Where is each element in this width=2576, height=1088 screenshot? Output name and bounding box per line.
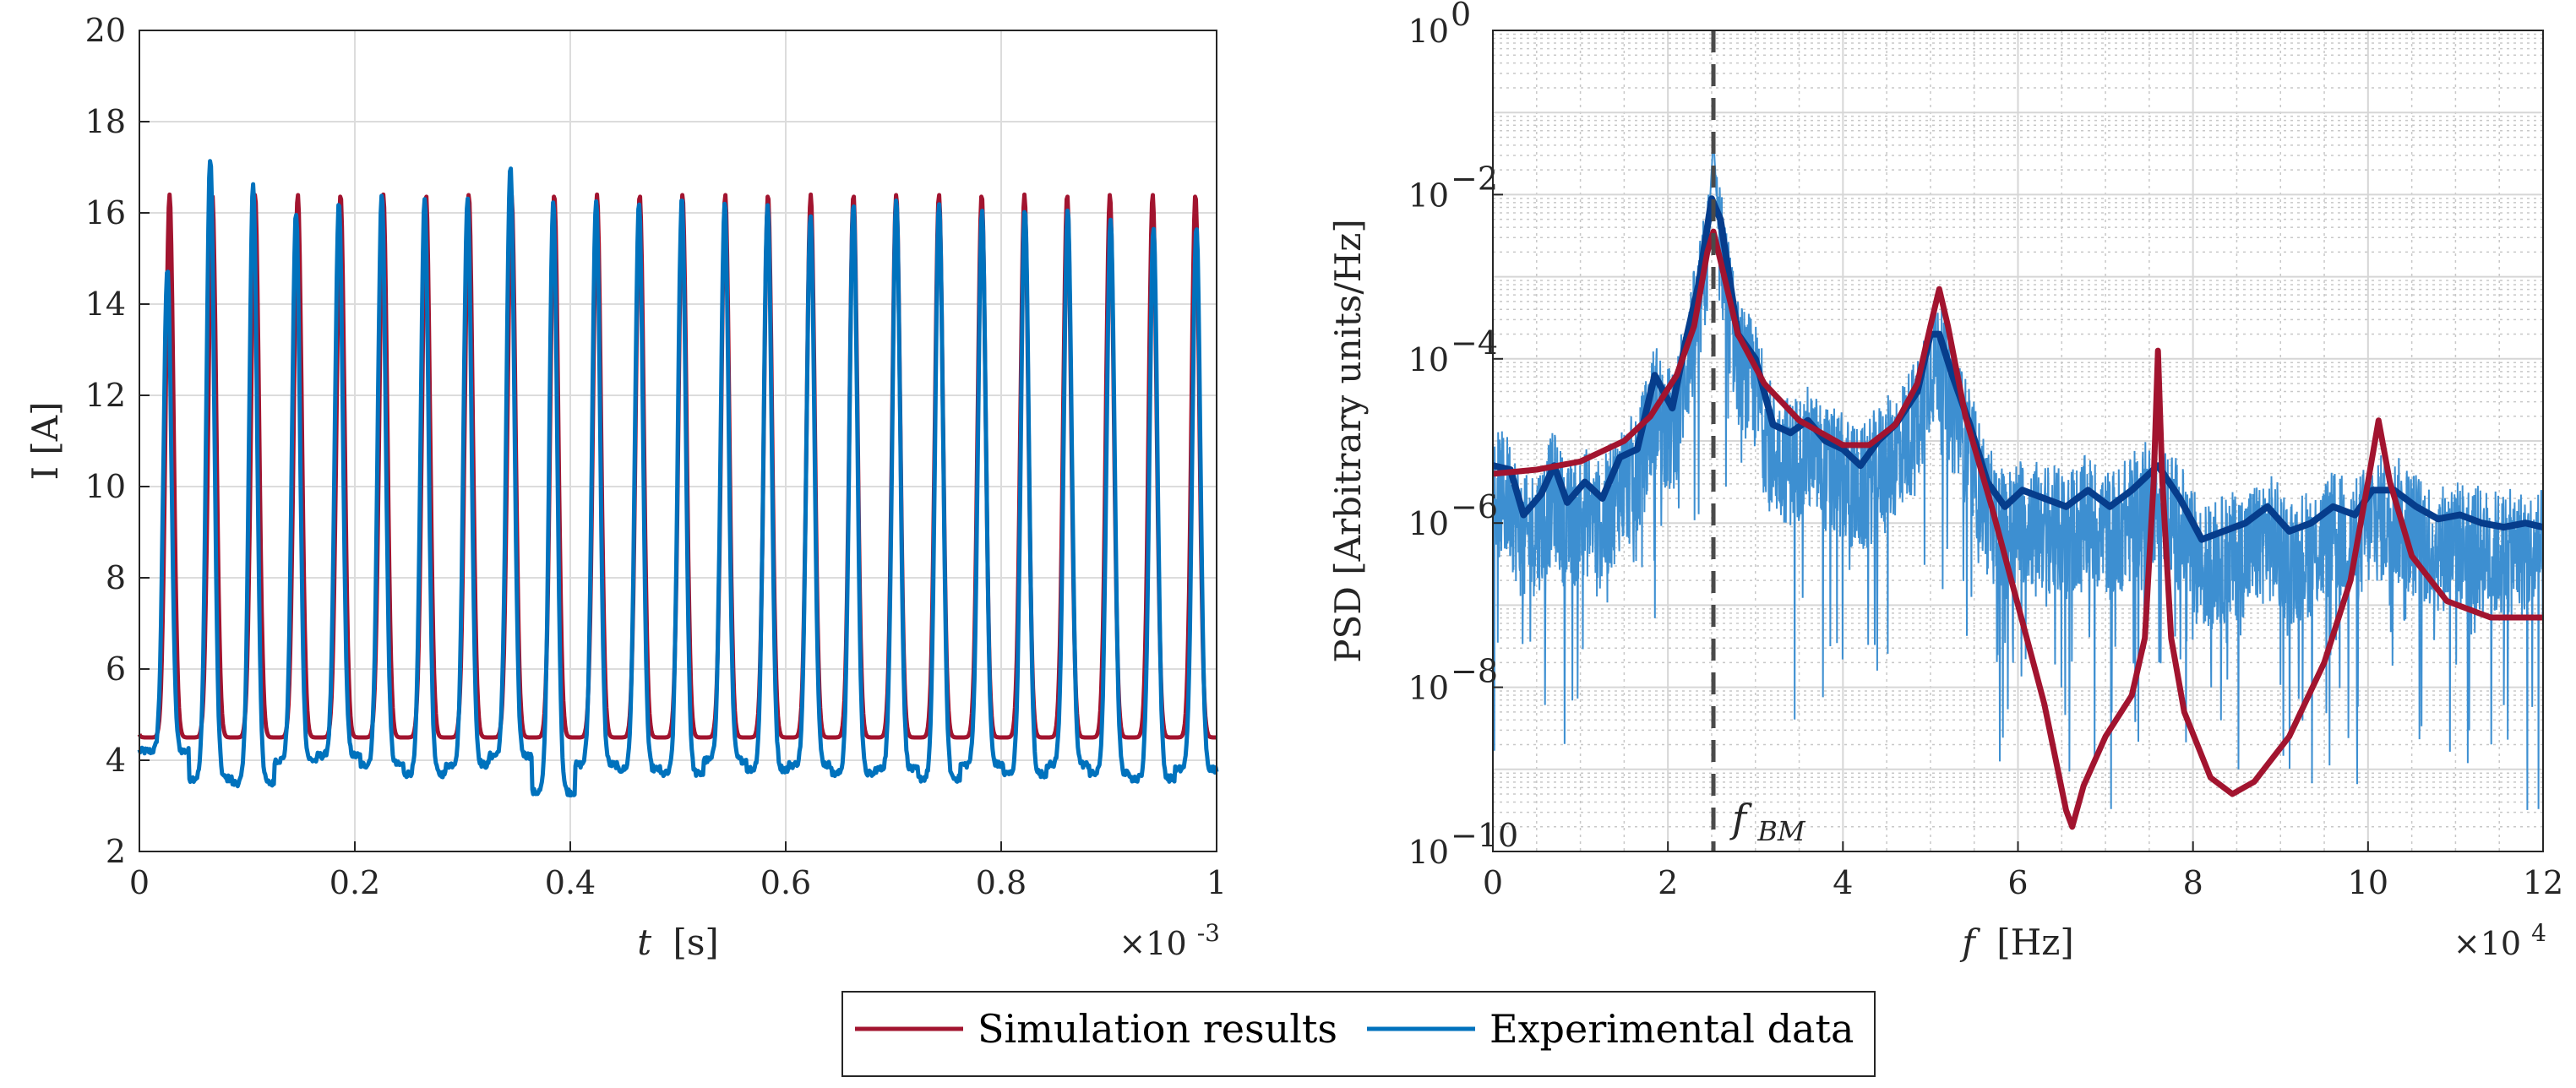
left-xtick-label: 1 <box>1206 864 1227 901</box>
left-x-multiplier: ×10 -3 <box>1119 919 1220 962</box>
left-plot-frame <box>139 30 1217 852</box>
right-ytick-label: 10 <box>1408 177 1449 214</box>
left-mult-base: ×10 <box>1119 925 1186 962</box>
legend-box <box>841 991 1876 1077</box>
left-series-experimental <box>137 159 1219 798</box>
right-xtick-label: 8 <box>2183 864 2203 901</box>
right-mult-base: ×10 <box>2453 925 2521 962</box>
right-y-axis-label: PSD [Arbitrary units/Hz] <box>1327 219 1369 663</box>
right-xtick-label: 2 <box>1658 864 1678 901</box>
legend: Simulation results Experimental data <box>841 991 1876 1077</box>
fbm-sub: BM <box>1756 815 1806 847</box>
right-ytick-exponent: −2 <box>1451 160 1498 197</box>
right-ytick-exponent: 0 <box>1451 0 1471 33</box>
left-ytick-label: 20 <box>85 12 126 49</box>
right-ytick-label: 10 <box>1408 670 1449 707</box>
right-x-axis-label: f [Hz] <box>1959 922 2073 963</box>
right-ytick-exponent: −10 <box>1451 817 1518 854</box>
fbm-annotation: f BM <box>1729 796 1806 847</box>
left-x-var: t <box>637 922 651 963</box>
right-series-experimental-raw <box>1493 137 2543 810</box>
right-x-unit: [Hz] <box>1996 922 2074 963</box>
right-xtick-label: 4 <box>1833 864 1853 901</box>
right-xtick-label: 10 <box>2348 864 2388 901</box>
legend-label-simulation: Simulation results <box>978 1006 1337 1052</box>
right-xtick-label: 6 <box>2007 864 2028 901</box>
left-ytick-label: 14 <box>85 286 126 323</box>
left-xtick-label: 0.2 <box>329 864 380 901</box>
right-ytick-label: 10 <box>1408 834 1449 871</box>
left-ytick-label: 18 <box>85 103 126 140</box>
legend-label-experimental: Experimental data <box>1490 1006 1854 1052</box>
left-ytick-label: 2 <box>106 833 126 870</box>
left-series <box>137 159 1219 798</box>
left-ytick-label: 4 <box>106 742 126 779</box>
left-xtick-label: 0.8 <box>976 864 1027 901</box>
right-ytick-label: 10 <box>1408 505 1449 542</box>
left-x-axis-label: t [s] <box>637 922 719 963</box>
left-ytick-label: 16 <box>85 194 126 231</box>
right-xtick-label: 12 <box>2523 864 2563 901</box>
left-ytick-label: 8 <box>106 559 126 596</box>
right-ytick-label: 10 <box>1408 341 1449 378</box>
right-mult-exp: 4 <box>2531 919 2546 947</box>
right-ytick-exponent: −4 <box>1451 324 1498 362</box>
left-xtick-label: 0.6 <box>760 864 811 901</box>
right-ytick-exponent: −6 <box>1451 488 1498 525</box>
left-xtick-label: 0.4 <box>545 864 596 901</box>
right-xtick-label: 0 <box>1483 864 1503 901</box>
right-ytick-label: 10 <box>1408 13 1449 50</box>
left-mult-exp: -3 <box>1197 919 1220 947</box>
right-ytick-exponent: −8 <box>1451 653 1498 690</box>
left-ytick-label: 6 <box>106 650 126 688</box>
right-x-var: f <box>1959 922 1980 963</box>
left-xtick-label: 0 <box>129 864 150 901</box>
left-ytick-label: 10 <box>85 468 126 505</box>
right-series-experimental-smoothed <box>1493 195 2543 543</box>
left-ytick-label: 12 <box>85 377 126 414</box>
fbm-var: f <box>1729 796 1752 841</box>
left-x-unit: [s] <box>673 922 718 963</box>
right-x-multiplier: ×10 4 <box>2453 919 2546 962</box>
left-y-axis-label: I [A] <box>25 401 66 480</box>
